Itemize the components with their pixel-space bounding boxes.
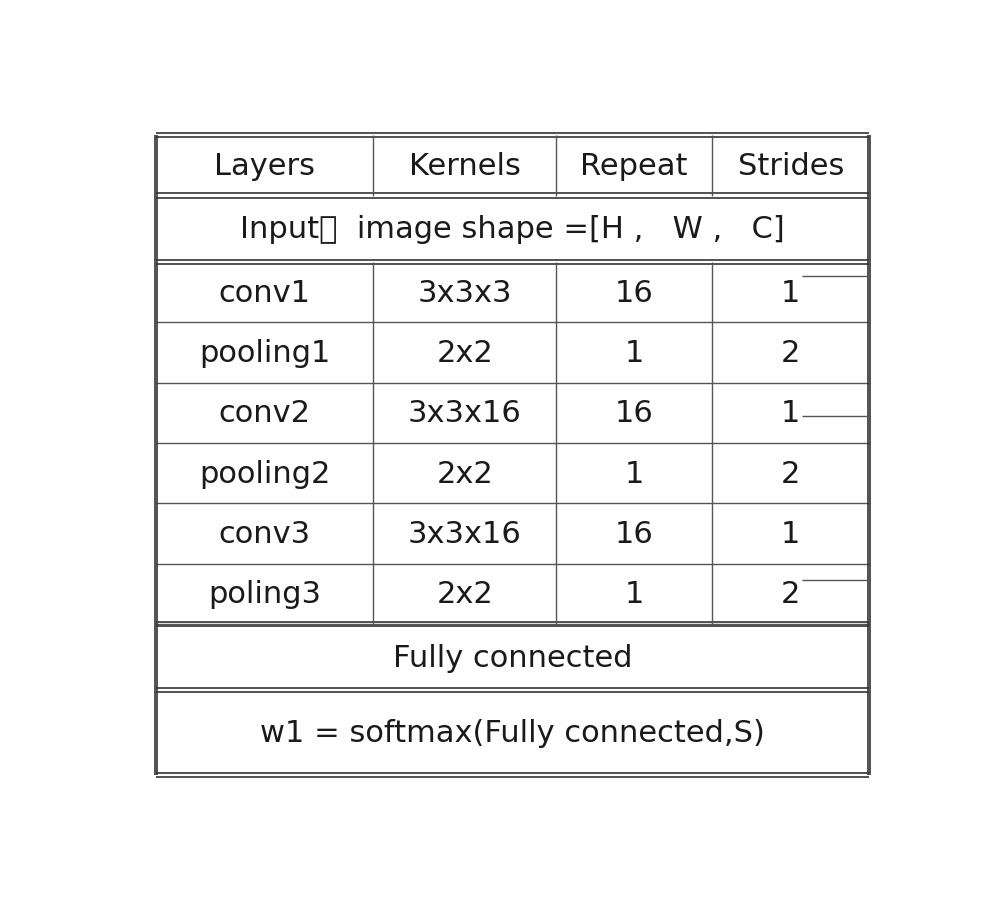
Text: 2: 2 [781, 338, 800, 367]
Text: pooling1: pooling1 [199, 338, 330, 367]
Text: 16: 16 [615, 520, 654, 548]
Text: Strides: Strides [738, 152, 844, 180]
Text: 2x2: 2x2 [436, 459, 493, 488]
Text: 1: 1 [781, 399, 800, 428]
Text: 3x3x16: 3x3x16 [408, 520, 522, 548]
Text: 1: 1 [625, 459, 644, 488]
Text: conv1: conv1 [219, 279, 311, 308]
Text: poling3: poling3 [208, 580, 321, 609]
Text: conv2: conv2 [219, 399, 311, 428]
Text: Fully connected: Fully connected [393, 643, 632, 672]
Text: Repeat: Repeat [580, 152, 688, 180]
Text: 2: 2 [781, 580, 800, 609]
Text: 3x3x3: 3x3x3 [417, 279, 512, 308]
Text: Layers: Layers [214, 152, 315, 180]
Text: conv3: conv3 [219, 520, 311, 548]
Text: 1: 1 [625, 338, 644, 367]
Text: 2x2: 2x2 [436, 338, 493, 367]
Text: 2x2: 2x2 [436, 580, 493, 609]
Text: 16: 16 [615, 279, 654, 308]
Text: 2: 2 [781, 459, 800, 488]
Text: 1: 1 [781, 520, 800, 548]
Text: 1: 1 [625, 580, 644, 609]
Text: 16: 16 [615, 399, 654, 428]
Text: pooling2: pooling2 [199, 459, 330, 488]
Text: 3x3x16: 3x3x16 [408, 399, 522, 428]
Text: w1 = softmax(Fully connected,S): w1 = softmax(Fully connected,S) [260, 718, 765, 747]
Text: Input：  image shape =[H ,   W ,   C]: Input： image shape =[H , W , C] [240, 215, 785, 244]
Text: Kernels: Kernels [409, 152, 521, 180]
Text: 1: 1 [781, 279, 800, 308]
